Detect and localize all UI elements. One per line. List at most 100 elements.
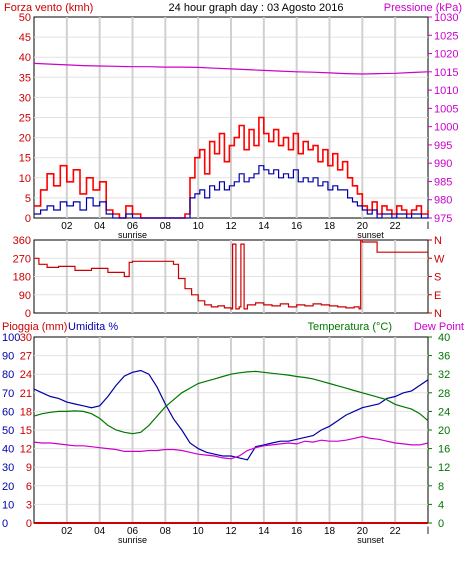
y2-tick-label-temp: 20 [438,425,450,437]
humidity-tick-label: 60 [2,406,14,418]
x-tick-label-wind: 10 [193,221,205,232]
y2-tick-label-temp: 12 [438,462,450,474]
y2-tick-label-pressure: 1005 [434,103,458,115]
temperature-axis-label: Temperatura (°C) [308,321,392,333]
x-tick-label-wind: 04 [94,221,106,232]
humidity-tick-label: 0 [2,518,8,530]
humidity-axis-label: Umidita % [68,321,118,333]
y2-tick-label-temp: 40 [438,332,450,344]
x-tick-label-temp: 18 [324,526,336,537]
dewpoint-axis-label: Dew Point [414,321,464,333]
humidity-tick-label: 30 [2,462,14,474]
y2-tick-label-pressure: 1015 [434,67,458,79]
rain-tick-label: 3 [26,499,32,511]
rain-tick-label: 0 [26,518,32,530]
humidity-tick-label: 20 [2,481,14,493]
humidity-tick-label: 90 [2,351,14,363]
y-tick-label-wind: 25 [19,113,31,125]
x-tick-label-temp: 06 [127,526,139,537]
y2-tick-label-temp: 16 [438,444,450,456]
y-tick-label-wind: 50 [19,12,31,24]
x-event-label-temp: sunset [357,535,384,545]
x-event-label-wind: sunset [357,230,384,240]
x-tick-label-temp: 22 [390,526,402,537]
series-line-humidity [33,369,429,461]
x-event-label-wind: sunrise [118,230,147,240]
y2-tick-label-temp: 0 [438,518,444,530]
y-tick-label-dir: 270 [13,253,31,265]
x-tick-label-wind: 22 [390,221,402,232]
x-tick-label-wind: 14 [258,221,270,232]
x-tick-label-temp: 12 [225,526,237,537]
humidity-tick-label: 40 [2,444,14,456]
x-tick-label-temp: 04 [94,526,106,537]
x-tick-label-temp: l [427,526,429,537]
y2-tick-label-pressure: 975 [434,213,452,225]
wind-axis-label: Forza vento (kmh) [4,2,93,14]
y2-tick-label-dir: N [434,235,442,247]
y2-tick-label-pressure: 985 [434,176,452,188]
x-tick-label-wind: 08 [160,221,172,232]
y2-tick-label-pressure: 1020 [434,49,458,61]
x-tick-label-wind: l [427,221,429,232]
x-event-label-temp: sunrise [118,535,147,545]
wind-pressure-panel: 0510152025303540455097598098599099510001… [19,12,459,240]
y2-tick-label-pressure: 1010 [434,85,458,97]
y2-tick-label-dir: N [434,308,442,320]
y2-tick-label-pressure: 1030 [434,12,458,24]
series-line-pressure [33,62,429,75]
humidity-tick-label: 80 [2,369,14,381]
pressure-axis-label: Pressione (kPa) [384,2,462,14]
rain-tick-label: 15 [20,425,32,437]
series-line-dewpoint [33,435,429,460]
x-tick-label-wind: 18 [324,221,336,232]
y2-tick-label-temp: 4 [438,499,444,511]
rain-tick-label: 21 [20,388,32,400]
y-tick-label-wind: 30 [19,92,31,104]
y2-tick-label-pressure: 1025 [434,30,458,42]
y2-tick-label-temp: 32 [438,369,450,381]
series-line-direction [34,239,428,310]
y2-tick-label-dir: W [434,253,445,265]
x-tick-label-temp: 16 [291,526,303,537]
y2-tick-label-pressure: 1000 [434,122,458,134]
humidity-tick-label: 70 [2,388,14,400]
y-tick-label-wind: 0 [25,213,31,225]
rain-tick-label: 24 [20,369,32,381]
y-tick-label-dir: 360 [13,235,31,247]
y-tick-label-dir: 180 [13,272,31,284]
rain-tick-label: 18 [20,406,32,418]
x-tick-label-wind: 06 [127,221,139,232]
y2-tick-label-temp: 28 [438,388,450,400]
rain-tick-label: 30 [20,332,32,344]
x-tick-label-temp: 10 [193,526,205,537]
y-tick-label-dir: 90 [19,290,31,302]
y2-tick-label-temp: 36 [438,351,450,363]
x-tick-label-wind: 02 [61,221,73,232]
graph-title: 24 hour graph day : 03 Agosto 2016 [169,2,344,14]
series-line-avg [34,165,429,219]
rain-tick-label: 9 [26,462,32,474]
y-tick-label-wind: 20 [19,133,31,145]
y-tick-label-wind: 35 [19,72,31,84]
y2-tick-label-dir: S [434,272,441,284]
y-tick-label-dir: 0 [25,308,31,320]
series-line-temperature [33,370,429,435]
y-tick-label-wind: 45 [19,32,31,44]
rain-tick-label: 27 [20,351,32,363]
y2-tick-label-pressure: 990 [434,158,452,170]
x-tick-label-temp: 20 [357,526,369,537]
x-tick-label-wind: 12 [225,221,237,232]
humidity-tick-label: 10 [2,499,14,511]
y2-tick-label-pressure: 980 [434,195,452,207]
x-tick-label-temp: 14 [258,526,270,537]
humidity-tick-label: 50 [2,425,14,437]
y2-tick-label-temp: 8 [438,481,444,493]
rain-axis-label: Pioggia (mm) [2,321,67,333]
y2-tick-label-pressure: 995 [434,140,452,152]
y-tick-label-wind: 40 [19,52,31,64]
y2-tick-label-dir: E [434,290,441,302]
